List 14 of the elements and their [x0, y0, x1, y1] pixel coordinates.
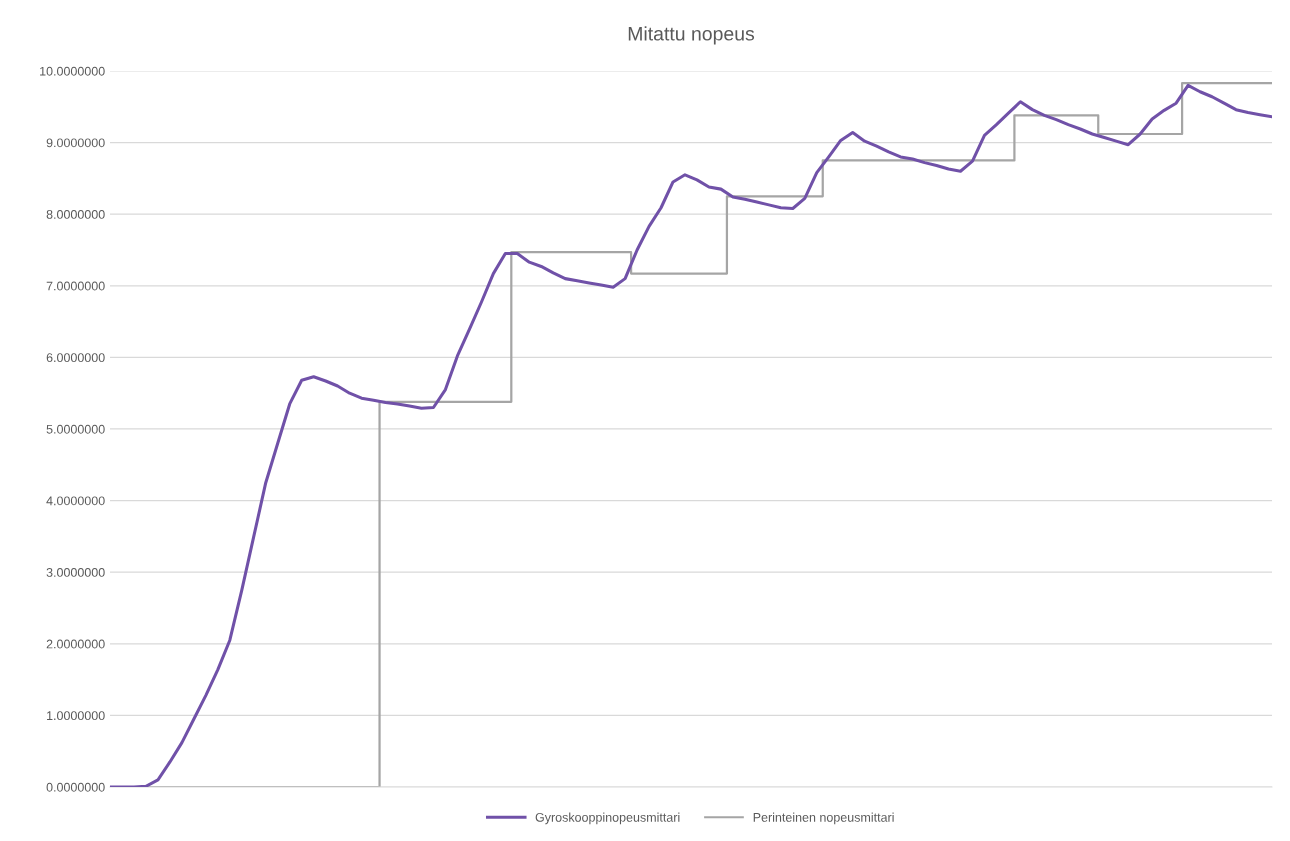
y-tick-label: 6.0000000	[46, 353, 105, 363]
chart-title: Mitattu nopeus	[628, 26, 755, 45]
y-tick-label: 9.0000000	[46, 138, 105, 148]
y-tick-label: 10.0000000	[40, 66, 105, 76]
y-tick-label: 4.0000000	[46, 496, 105, 506]
y-tick-label: 3.0000000	[46, 568, 105, 577]
y-tick-label: 1.0000000	[47, 711, 105, 721]
y-tick-label: 5.0000000	[46, 424, 105, 434]
legend-label: Gyroskooppinopeusmittari	[535, 812, 680, 825]
y-tick-label: 7.0000000	[46, 281, 105, 291]
y-tick-label: 8.0000000	[46, 209, 105, 219]
y-tick-label: 2.0000000	[46, 639, 105, 649]
y-tick-label: 0.0000000	[46, 782, 105, 792]
legend-label: Perinteinen nopeusmittari	[753, 812, 894, 825]
